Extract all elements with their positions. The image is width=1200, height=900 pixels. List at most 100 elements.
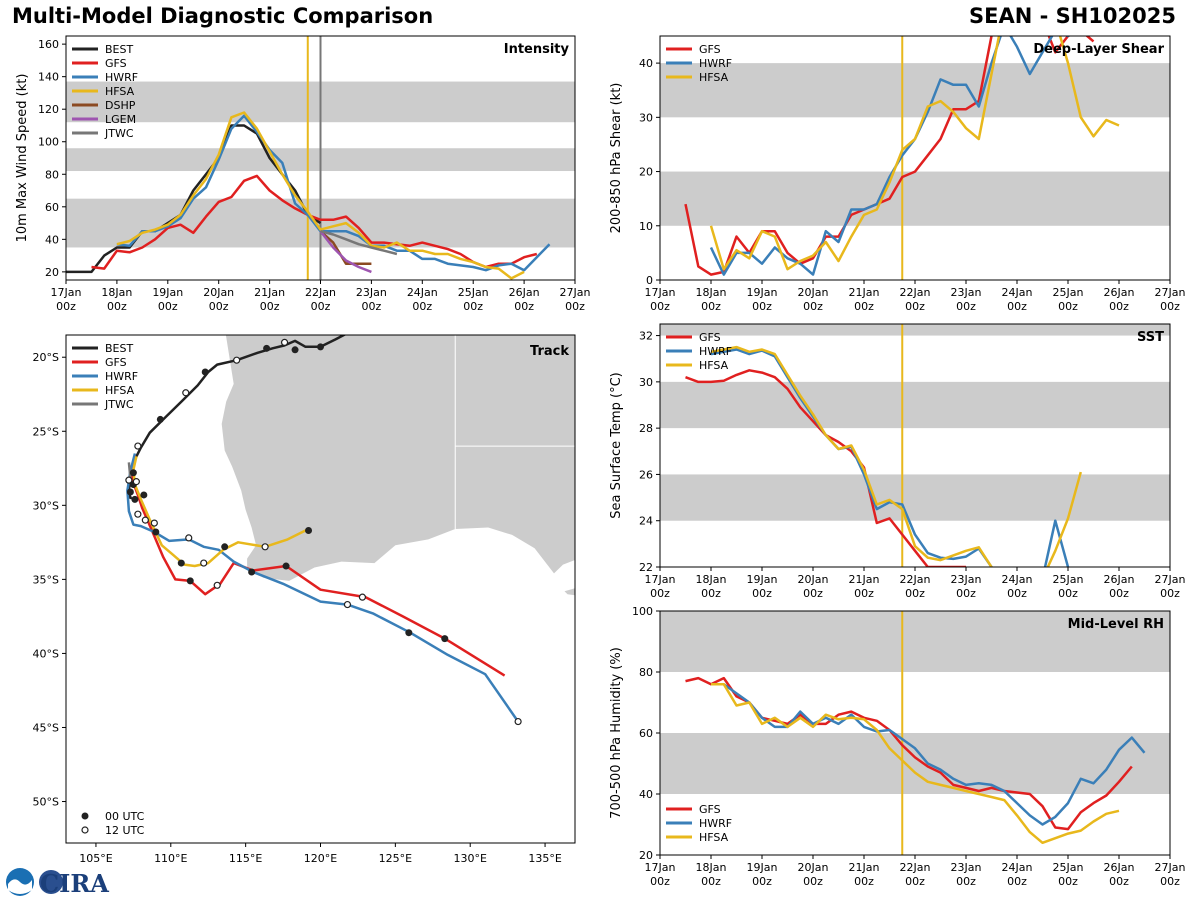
x-tick-label: 00z <box>956 587 976 600</box>
x-tick-label: 27Jan <box>560 286 591 299</box>
y-tick-label: 140 <box>38 71 59 84</box>
x-tick-label: 26Jan <box>1104 861 1135 874</box>
x-tick-label: 00z <box>803 875 823 888</box>
shade-band <box>660 381 1170 429</box>
x-tick-label: 00z <box>56 300 76 313</box>
x-tick-label: 19Jan <box>747 861 778 874</box>
cira-globe-icon <box>39 870 63 894</box>
marker-12utc <box>514 717 522 726</box>
legend-label-hwrf: HWRF <box>699 817 732 830</box>
panel-title: Intensity <box>504 42 570 57</box>
x-tick-label: 22Jan <box>900 573 931 586</box>
series-line-jtwc <box>320 229 398 256</box>
series-line-hfsa <box>116 111 525 280</box>
plot-area <box>66 36 575 280</box>
legend-label-gfs: GFS <box>699 803 721 816</box>
x-tick-label: 27Jan <box>1155 573 1186 586</box>
marker-12utc <box>132 478 140 486</box>
x-tick-label: 17Jan <box>645 861 676 874</box>
x-tick-label: 125°E <box>379 852 412 865</box>
x-tick-label: 18Jan <box>696 286 727 299</box>
panel-title: Track <box>530 344 569 359</box>
x-tick-label: 23Jan <box>356 286 387 299</box>
legend-label-hfsa: HFSA <box>699 71 729 84</box>
series-line-gfs <box>91 174 538 270</box>
land-kangaroo-island <box>564 588 575 596</box>
x-tick-label: 00z <box>412 300 432 313</box>
marker-00utc <box>126 488 134 496</box>
legend-label-hfsa: HFSA <box>699 831 729 844</box>
marker-00utc <box>248 568 256 576</box>
legend-label-00utc: 00 UTC <box>105 810 145 823</box>
marker-00utc <box>201 368 209 376</box>
legend-marker-12utc <box>81 826 89 834</box>
marker-00utc <box>140 491 148 499</box>
legend-marker-00utc <box>81 812 89 820</box>
x-tick-label: 00z <box>1007 875 1027 888</box>
marker-12utc <box>141 516 149 524</box>
series-line-dshp <box>319 230 372 265</box>
x-tick-label: 00z <box>209 300 229 313</box>
plot-area <box>660 36 1170 280</box>
plot-area <box>660 324 1170 567</box>
x-tick-label: 00z <box>260 300 280 313</box>
series-line-hwrf <box>710 348 1070 567</box>
marker-12utc <box>233 356 241 364</box>
legend-label-hfsa: HFSA <box>105 85 135 98</box>
x-tick-label: 00z <box>854 300 874 313</box>
x-tick-label: 21Jan <box>849 573 880 586</box>
panel-title: Deep-Layer Shear <box>1033 42 1164 57</box>
y-tick-label: 60 <box>639 727 653 740</box>
series-line-gfs <box>684 36 1095 276</box>
legend-label-hwrf: HWRF <box>699 345 732 358</box>
x-tick-label: 18Jan <box>696 861 727 874</box>
x-tick-label: 25Jan <box>458 286 489 299</box>
x-tick-label: 00z <box>1058 300 1078 313</box>
y-tick-label: 25°S <box>33 425 59 438</box>
x-tick-label: 00z <box>158 300 178 313</box>
x-tick-label: 00z <box>854 875 874 888</box>
x-tick-label: 00z <box>956 300 976 313</box>
shade-band <box>660 63 1170 118</box>
x-tick-label: 24Jan <box>407 286 438 299</box>
x-tick-label: 20Jan <box>798 573 829 586</box>
x-tick-label: 00z <box>956 875 976 888</box>
x-tick-label: 00z <box>752 300 772 313</box>
y-tick-label: 20 <box>45 266 59 279</box>
x-tick-label: 00z <box>905 875 925 888</box>
x-tick-label: 26Jan <box>1104 286 1135 299</box>
x-tick-label: 00z <box>803 300 823 313</box>
legend-label-best: BEST <box>105 342 133 355</box>
y-tick-label: 30 <box>639 376 653 389</box>
x-tick-label: 27Jan <box>1155 861 1186 874</box>
x-tick-label: 25Jan <box>1053 286 1084 299</box>
x-tick-label: 00z <box>701 300 721 313</box>
y-tick-label: 40°S <box>33 647 59 660</box>
x-tick-label: 21Jan <box>849 861 880 874</box>
legend-label-gfs: GFS <box>699 43 721 56</box>
track-line-jtwc <box>127 462 132 479</box>
x-tick-label: 00z <box>650 587 670 600</box>
x-tick-label: 00z <box>1007 587 1027 600</box>
x-tick-label: 24Jan <box>1002 573 1033 586</box>
x-tick-label: 00z <box>701 875 721 888</box>
marker-00utc <box>263 344 271 352</box>
marker-00utc <box>282 562 290 570</box>
marker-12utc <box>185 534 193 542</box>
panel-rh: 17Jan00z18Jan00z19Jan00z20Jan00z21Jan00z… <box>609 605 1185 888</box>
x-tick-label: 23Jan <box>951 286 982 299</box>
y-tick-label: 60 <box>45 201 59 214</box>
y-tick-label: 100 <box>632 605 653 618</box>
legend-label-12utc: 12 UTC <box>105 824 145 837</box>
x-tick-label: 21Jan <box>254 286 285 299</box>
x-tick-label: 00z <box>1160 875 1180 888</box>
y-tick-label: 45°S <box>33 721 59 734</box>
marker-00utc <box>129 469 137 477</box>
x-tick-label: 18Jan <box>696 573 727 586</box>
x-tick-label: 23Jan <box>951 573 982 586</box>
shade-band <box>660 324 1170 336</box>
series-line-hfsa <box>709 36 1120 271</box>
legend-label-jtwc: JTWC <box>104 398 134 411</box>
x-tick-label: 23Jan <box>951 861 982 874</box>
panel-title: SST <box>1137 330 1164 345</box>
